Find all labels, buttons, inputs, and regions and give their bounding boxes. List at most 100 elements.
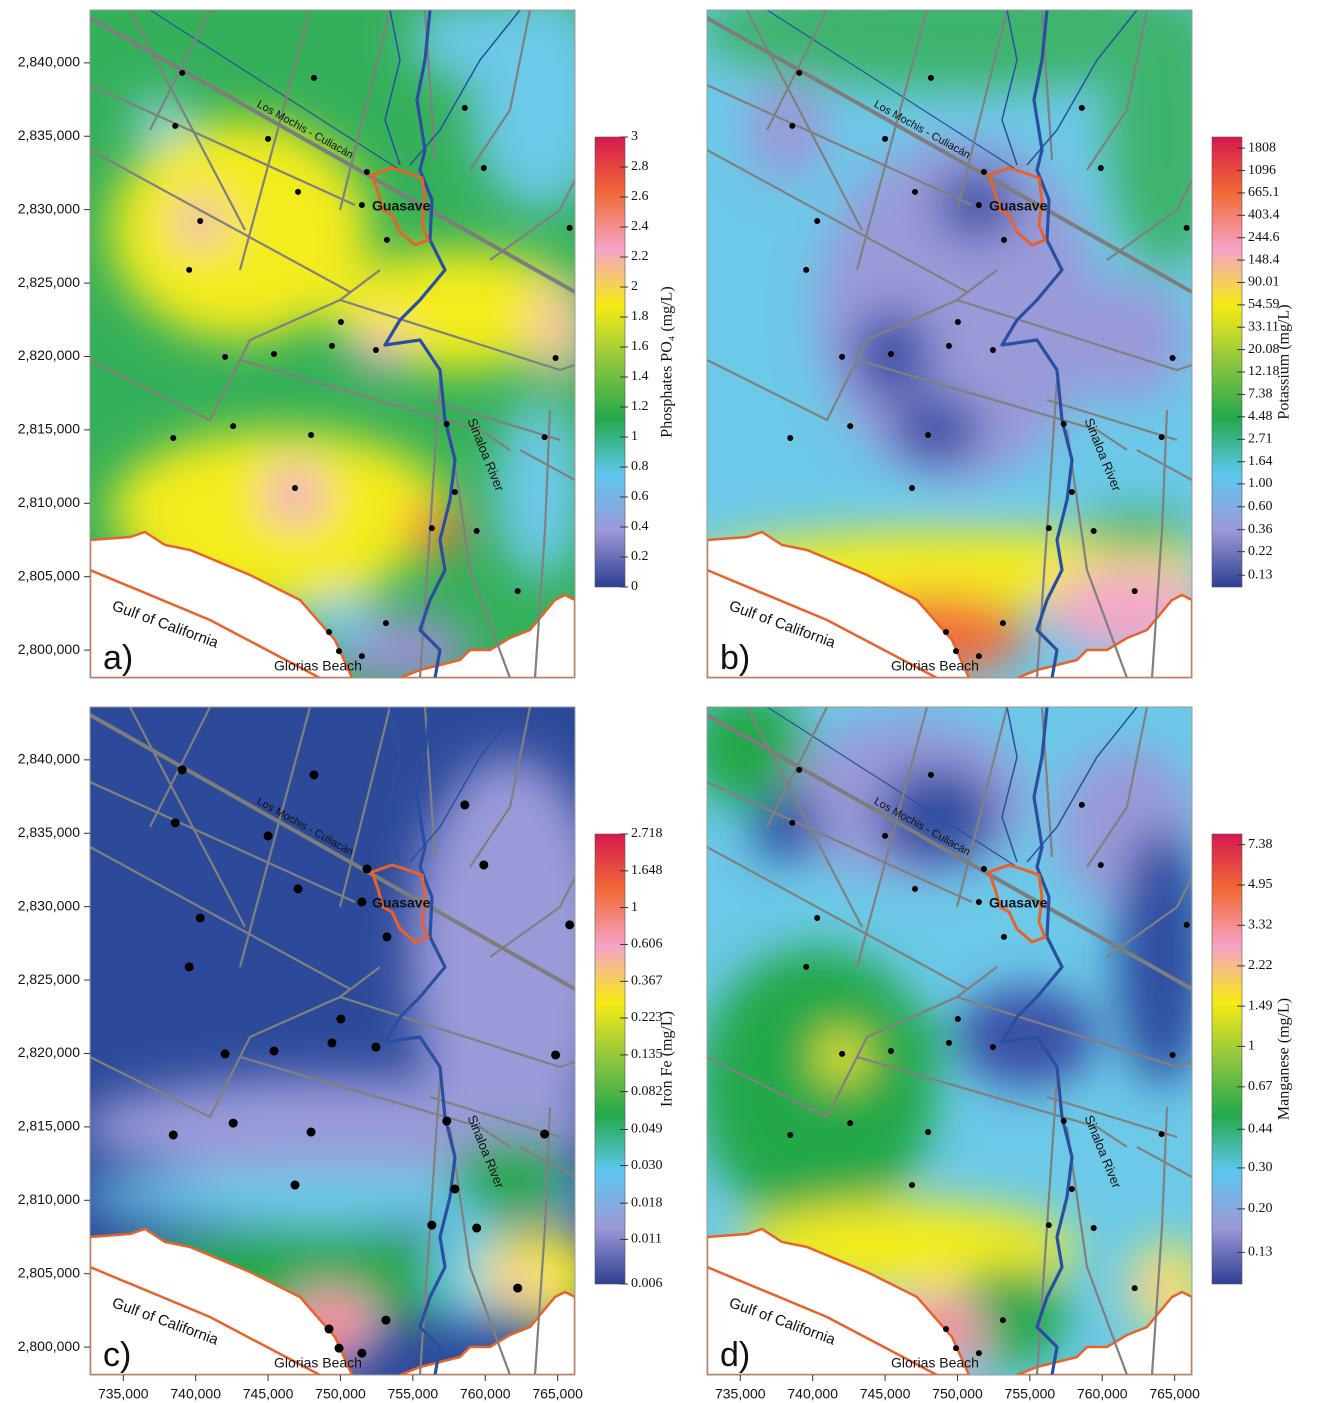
coastline [707, 1265, 938, 1375]
road [856, 1055, 1128, 1148]
y-tick-label: 2,810,000 [18, 494, 80, 510]
field-patch [877, 767, 997, 867]
sample-site [220, 1049, 230, 1059]
sample-site [186, 266, 193, 273]
road [239, 358, 511, 451]
map-frame [706, 706, 1193, 1376]
road [1086, 10, 1149, 171]
field-patch [747, 80, 827, 180]
y-tick-label: 2,805,000 [18, 1264, 80, 1280]
road [956, 298, 1192, 372]
sample-site [943, 629, 950, 636]
sample-site [265, 135, 272, 142]
sample-site [1000, 236, 1007, 243]
sample-site [334, 1343, 344, 1353]
sample-site [882, 832, 889, 839]
colorbar-tick-label: 0.082 [631, 1084, 663, 1099]
sample-site [450, 1184, 460, 1194]
sample-site [796, 766, 803, 773]
road [533, 409, 552, 678]
sample-site [541, 434, 548, 441]
colorbar-tick-label: 0.006 [631, 1276, 663, 1291]
beach-label: Glorias Beach [891, 1355, 979, 1371]
city-outline [370, 166, 430, 247]
colorbar-tick-label: 0.049 [631, 1122, 663, 1137]
sample-site [230, 423, 237, 430]
sample-site [814, 217, 821, 224]
colorbar-tick-label: 90.01 [1248, 275, 1280, 290]
road [489, 179, 575, 261]
sea [90, 530, 354, 678]
colorbar-tick-label: 403.4 [1248, 208, 1280, 223]
colorbar-tick-label: 0.20 [1248, 1201, 1273, 1216]
panel-label: b) [720, 639, 750, 677]
road [1150, 409, 1169, 678]
city-label: Guasave [372, 198, 431, 214]
colorbar-tick-label: 0.135 [631, 1047, 663, 1062]
city-label: Guasave [989, 895, 1048, 911]
x-tick-label: 740,000 [170, 1386, 221, 1402]
colorbar-tick-label: 4.48 [1248, 409, 1273, 424]
y-tick-label: 2,830,000 [18, 897, 80, 913]
x-tick-label: 765,000 [1149, 1386, 1200, 1402]
sample-site [472, 1223, 482, 1233]
road [1065, 429, 1129, 678]
colorbar-tick-label: 2 [631, 279, 638, 294]
sample-site [945, 1039, 952, 1046]
sample-site [460, 800, 470, 810]
x-tick-label: 755,000 [1005, 1386, 1056, 1402]
sample-site [999, 1317, 1006, 1324]
x-tick-label: 760,000 [460, 1386, 511, 1402]
field-patch [355, 328, 405, 372]
beach-label: Glorias Beach [891, 658, 979, 674]
sample-site [228, 1118, 238, 1128]
colorbar-title: Manganese (mg/L) [1276, 998, 1293, 1120]
sample-site [552, 354, 559, 361]
field-patch [450, 1137, 570, 1217]
colorbar-tick-label: 0.22 [1248, 544, 1273, 559]
y-tick-label: 2,810,000 [18, 1191, 80, 1207]
colorbar-tick-label: 0.36 [1248, 522, 1273, 537]
road [489, 876, 575, 958]
x-tick-label: 735,000 [98, 1386, 149, 1402]
colorbar-tick-label: 2.8 [631, 159, 649, 174]
highway [707, 16, 1192, 294]
sample-site [909, 1182, 916, 1189]
sample-site [184, 962, 194, 972]
colorbar-tick-label: 0.018 [631, 1195, 663, 1210]
sample-site [789, 122, 796, 129]
sample-site [789, 819, 796, 826]
drain [149, 10, 401, 171]
road [956, 995, 1192, 1069]
road [855, 10, 929, 271]
colorbar-tick-label: 1 [631, 900, 638, 915]
y-tick-label: 2,815,000 [18, 421, 80, 437]
colorbar-tick-label: 1.64 [1248, 454, 1273, 469]
road [90, 966, 381, 1119]
sample-site [363, 168, 370, 175]
colorbar-tick-label: 1.8 [631, 309, 649, 324]
road [707, 149, 968, 293]
river [383, 10, 457, 678]
sample-site [975, 201, 982, 208]
sample-site [327, 1038, 337, 1048]
colorbar-tick-label: 20.08 [1248, 342, 1280, 357]
colorbar-tick-label: 0.223 [631, 1010, 663, 1025]
river [1000, 707, 1074, 1375]
sample-site [953, 1345, 960, 1352]
colorbar-title: Iron Fe (mg/L) [659, 1011, 676, 1107]
field-patch [1107, 10, 1192, 270]
map-frame [89, 9, 576, 679]
road [1086, 707, 1149, 868]
field-patch [495, 400, 575, 580]
sample-site [513, 1283, 523, 1293]
sample-site [803, 963, 810, 970]
colorbar-tick-label: 3.32 [1248, 917, 1273, 932]
colorbar [1211, 833, 1243, 1285]
road [1136, 1146, 1192, 1178]
sample-site [796, 69, 803, 76]
sample-site [1158, 434, 1165, 441]
y-tick-label: 2,825,000 [18, 274, 80, 290]
